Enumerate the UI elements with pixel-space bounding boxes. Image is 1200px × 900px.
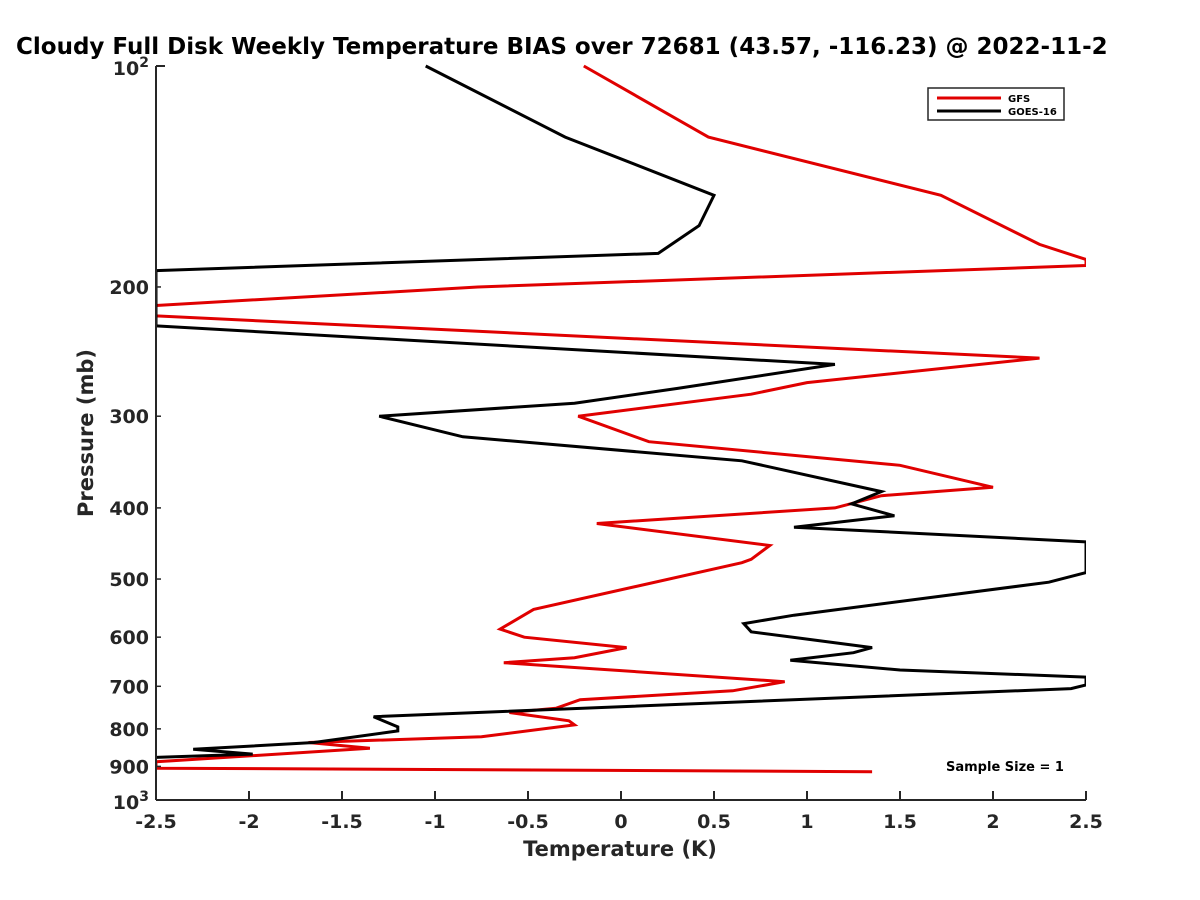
y-tick-label: 300 [109, 406, 149, 428]
y-tick-label: 900 [109, 756, 149, 778]
y-tick-label-bottom-exponent: 3 [139, 789, 149, 805]
series-line-goes-16 [156, 64, 1086, 759]
chart-title: Cloudy Full Disk Weekly Temperature BIAS… [16, 34, 1108, 60]
legend: GFS GOES-16 [927, 87, 1065, 121]
y-tick-label: 600 [109, 627, 149, 649]
x-tick-label: 1.5 [883, 811, 917, 833]
y-tick-label: 700 [109, 676, 149, 698]
sample-size-annotation: Sample Size = 1 [946, 760, 1064, 775]
y-tick-label-top-exponent: 2 [139, 55, 149, 71]
x-tick-label: -0.5 [507, 811, 549, 833]
x-tick-label: -1 [424, 811, 445, 833]
legend-label: GFS [1008, 94, 1030, 105]
x-tick-label: -2 [238, 811, 259, 833]
y-tick-label-top-base: 10 [113, 58, 139, 80]
y-tick-label: 500 [109, 569, 149, 591]
x-tick-label: 2 [986, 811, 999, 833]
y-tick-label: 400 [109, 498, 149, 520]
y-tick-label-bottom-base: 10 [113, 792, 139, 814]
legend-box [927, 87, 1065, 121]
x-tick-label: 0 [614, 811, 627, 833]
x-tick-label: 1 [800, 811, 813, 833]
y-tick-label-bottom: 103 [113, 789, 149, 814]
y-tick-label-top: 102 [113, 55, 149, 80]
x-tick-label: -2.5 [135, 811, 177, 833]
x-tick-label: -1.5 [321, 811, 363, 833]
y-tick-label: 800 [109, 719, 149, 741]
x-tick-label: 0.5 [697, 811, 731, 833]
x-axis-label: Temperature (K) [523, 837, 717, 861]
y-tick-label: 200 [109, 277, 149, 299]
series-layer [156, 64, 1086, 774]
series-line-gfs [156, 64, 1086, 774]
legend-label: GOES-16 [1008, 107, 1057, 118]
axes-layer: -2.5 -2 -1.5 -1 -0.5 0 0.5 1 1.5 2 2.5 200 300 400 500… [109, 55, 1103, 833]
x-tick-label: 2.5 [1069, 811, 1103, 833]
y-axis-label: Pressure (mb) [74, 349, 98, 517]
